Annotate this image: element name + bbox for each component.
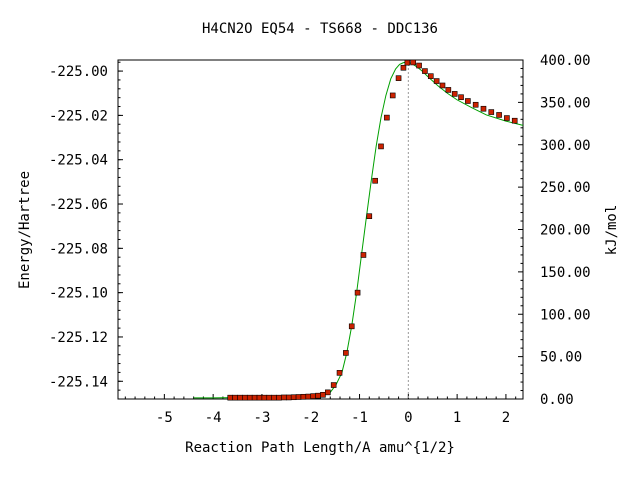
data-point	[511, 117, 518, 124]
data-point	[336, 370, 343, 376]
data-point	[384, 114, 390, 121]
y-tick-label: -225.00	[49, 64, 108, 80]
y-tick-label: -225.02	[49, 108, 108, 124]
data-point	[372, 177, 378, 184]
data-point	[378, 143, 384, 150]
y2-tick-label: 0.00	[540, 392, 574, 408]
data-point	[227, 394, 234, 401]
data-point	[488, 109, 495, 115]
data-point	[416, 62, 422, 69]
data-point	[496, 112, 502, 118]
data-point	[366, 213, 373, 220]
data-point	[433, 78, 440, 84]
data-point	[389, 92, 396, 99]
x-tick-label: -2	[302, 410, 319, 426]
data-point	[400, 64, 407, 71]
data-point	[285, 394, 292, 401]
y-tick-label: -225.12	[49, 330, 108, 346]
data-point	[410, 59, 417, 66]
data-point	[310, 393, 316, 399]
data-point	[237, 394, 243, 401]
data-point	[271, 394, 277, 401]
data-point	[320, 391, 326, 398]
y2-tick-label: 200.00	[540, 223, 591, 239]
data-point	[348, 323, 355, 330]
data-point	[360, 252, 367, 258]
x-tick-label: -5	[156, 410, 173, 426]
data-point	[256, 394, 263, 401]
data-point	[458, 94, 464, 101]
y2-tick-label: 350.00	[540, 95, 591, 111]
x-tick-label: -4	[205, 410, 222, 426]
data-point	[465, 98, 471, 104]
data-point	[232, 394, 238, 401]
y-tick-label: -225.04	[49, 153, 108, 169]
x-tick-label: -3	[254, 410, 271, 426]
y-axis-title: Energy/Hartree	[17, 171, 33, 289]
data-point	[404, 59, 411, 66]
y-tick-label: -225.08	[49, 241, 108, 257]
data-point	[305, 393, 312, 400]
data-point	[330, 382, 337, 388]
data-point	[300, 393, 307, 400]
x-tick-label: 0	[404, 410, 412, 426]
x-tick-label: 2	[502, 410, 510, 426]
y-tick-label: -225.10	[49, 286, 108, 302]
data-point	[251, 394, 258, 401]
data-point	[354, 289, 361, 296]
data-point	[242, 394, 248, 401]
y-tick-label: -225.06	[49, 197, 108, 213]
y2-tick-label: 300.00	[540, 138, 591, 154]
chart-title: H4CN2O EQ54 - TS668 - DDC136	[202, 21, 438, 37]
data-point	[343, 350, 349, 356]
data-point	[451, 91, 458, 97]
data-point	[480, 105, 487, 112]
data-point	[315, 392, 321, 399]
x-tick-label: 1	[453, 410, 461, 426]
data-point	[281, 394, 287, 401]
y2-tick-label: 150.00	[540, 265, 591, 281]
y2-tick-label: 250.00	[540, 180, 591, 196]
x-tick-label: -1	[351, 410, 368, 426]
y2-tick-label: 50.00	[540, 350, 582, 366]
data-point	[266, 394, 273, 401]
data-point	[427, 73, 434, 79]
data-point	[504, 115, 510, 121]
data-point	[325, 389, 331, 396]
plot-area: -5 -4 -3 -2 -1 0 1 2 -225.00 -225.02 -225.04 -225.0…	[49, 53, 591, 426]
plot-frame	[117, 59, 524, 400]
y2-tick-label: 400.00	[540, 53, 591, 69]
data-point	[395, 75, 402, 81]
data-point	[472, 101, 479, 108]
data-point	[261, 394, 268, 401]
data-point	[422, 68, 428, 74]
y2-axis-title: kJ/mol	[604, 205, 620, 256]
y-tick-label: -225.14	[49, 374, 108, 390]
data-point	[290, 394, 297, 401]
data-point	[276, 394, 282, 401]
y2-tick-label: 100.00	[540, 307, 591, 323]
data-point	[445, 87, 452, 93]
x-axis-title: Reaction Path Length/A amu^{1/2}	[185, 440, 455, 456]
data-point	[439, 82, 446, 89]
data-point	[295, 394, 302, 400]
energy-curve	[193, 61, 524, 399]
data-point	[246, 394, 253, 401]
